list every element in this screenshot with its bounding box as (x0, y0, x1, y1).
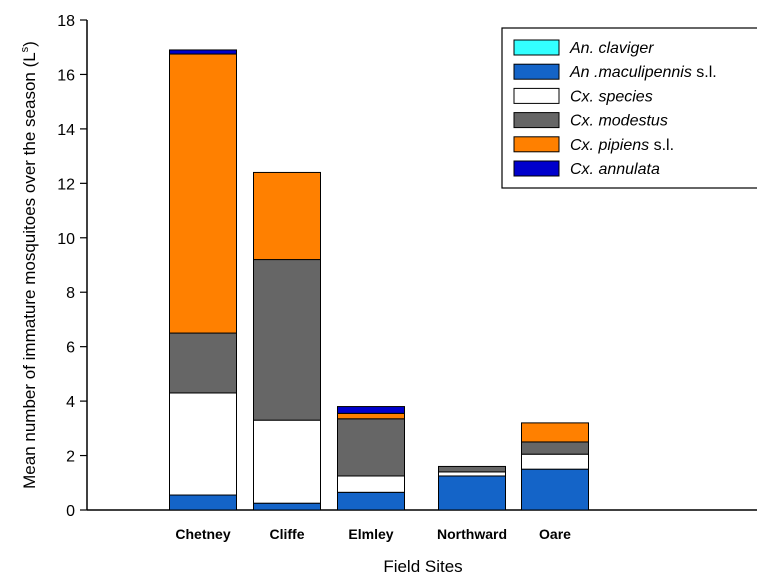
legend-swatch-2 (513, 87, 560, 104)
y-tick-label: 16 (57, 67, 75, 84)
bar-segment-oare-3 (521, 441, 589, 455)
y-tick-label: 2 (66, 449, 75, 466)
y-tick-label: 18 (57, 13, 75, 30)
bar-segment-northward-2 (438, 471, 506, 477)
bar-segment-oare-1 (521, 468, 589, 511)
bar-segment-elmley-2 (337, 475, 405, 493)
bar-segment-elmley-1 (337, 491, 405, 511)
legend-label-1: An .maculipennis s.l. (569, 64, 717, 81)
x-tick-label-elmley: Elmley (348, 526, 393, 542)
legend-swatch-5 (513, 160, 560, 177)
legend-swatch-1 (513, 63, 560, 80)
x-tick-label-chetney: Chetney (175, 526, 230, 542)
y-tick-label: 14 (57, 122, 75, 139)
y-tick-label: 4 (66, 394, 75, 411)
y-tick-label: 10 (57, 231, 75, 248)
legend-label-2: Cx. species (570, 88, 653, 105)
legend-swatch-3 (513, 112, 560, 129)
y-axis-title-end: ) (20, 41, 39, 47)
bar-segment-oare-2 (521, 453, 589, 470)
bar-segment-elmley-5 (337, 406, 405, 414)
bar-segment-elmley-4 (337, 412, 405, 420)
y-tick-label: 6 (66, 340, 75, 357)
x-axis-tick-labels: Chetney Cliffe Elmley Northward Oare (175, 526, 571, 542)
x-tick-label-oare: Oare (539, 526, 571, 542)
legend-label-3: Cx. modestus (570, 113, 668, 130)
bar-segment-northward-1 (438, 475, 506, 511)
bar-segment-chetney-3 (169, 332, 237, 394)
bar-segment-cliffe-4 (253, 171, 321, 261)
bars (169, 49, 589, 511)
bar-segment-chetney-2 (169, 392, 237, 496)
bar-segment-chetney-5 (169, 49, 237, 55)
y-tick-label: 0 (66, 503, 75, 520)
bar-segment-cliffe-3 (253, 259, 321, 421)
bar-segment-elmley-3 (337, 418, 405, 477)
legend-swatch-0 (513, 39, 560, 56)
y-axis-title: Mean number of immature mosquitoes over … (19, 41, 39, 489)
x-tick-label-cliffe: Cliffe (270, 526, 305, 542)
y-tick-label: 8 (66, 285, 75, 302)
bar-segment-cliffe-1 (253, 502, 321, 511)
bar-segment-cliffe-2 (253, 419, 321, 504)
legend: An. claviger An .maculipennis s.l. Cx. spe… (501, 27, 757, 189)
bar-segment-northward-3 (438, 465, 506, 473)
x-axis-title: Field Sites (383, 557, 462, 576)
legend-label-0: An. claviger (569, 40, 654, 57)
y-tick-label: 12 (57, 176, 75, 193)
x-tick-label-northward: Northward (437, 526, 507, 542)
bar-segment-chetney-4 (169, 53, 237, 334)
legend-swatch-4 (513, 136, 560, 153)
bar-segment-oare-4 (521, 422, 589, 443)
y-axis-title-superscript: s (19, 46, 31, 52)
legend-label-4: Cx. pipiens s.l. (570, 137, 674, 154)
bar-segment-chetney-1 (169, 494, 237, 511)
legend-label-5: Cx. annulata (570, 161, 660, 178)
y-axis-title-main: Mean number of immature mosquitoes over … (20, 52, 39, 489)
y-axis-ticks: 0 2 4 6 8 10 12 14 16 18 (57, 13, 87, 520)
